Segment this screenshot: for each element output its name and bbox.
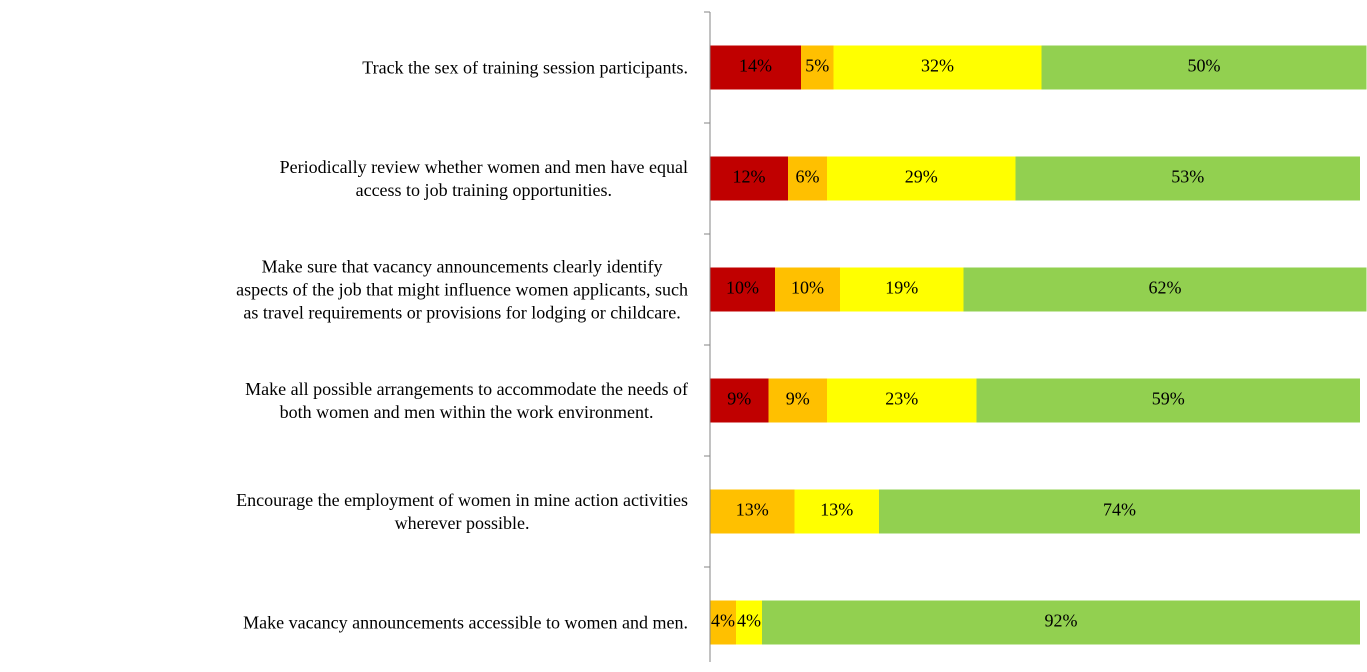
bar-segment	[762, 600, 1360, 645]
category-label: Make sure that vacancy announcements cle…	[236, 256, 688, 322]
value-label: 10%	[791, 278, 824, 298]
value-label: 19%	[885, 278, 918, 298]
bar-segment	[775, 267, 840, 312]
bar-segment	[879, 489, 1360, 534]
bar-segment	[976, 378, 1360, 423]
bar-segment	[801, 45, 834, 90]
bar-segment	[833, 45, 1042, 90]
bar-segment	[710, 600, 736, 645]
value-label: 59%	[1152, 389, 1185, 409]
value-label: 9%	[786, 389, 810, 409]
bar-segment	[710, 156, 788, 201]
value-label: 6%	[796, 167, 820, 187]
category-label: Periodically review whether women and me…	[279, 156, 688, 200]
value-label: 4%	[711, 611, 735, 631]
bar-segment	[827, 156, 1016, 201]
category-label: Make vacancy announcements accessible to…	[243, 612, 688, 632]
value-label: 12%	[733, 167, 766, 187]
bar-segment	[710, 267, 775, 312]
value-label: 23%	[885, 389, 918, 409]
category-label: Make all possible arrangements to accomm…	[245, 378, 688, 422]
value-label: 32%	[921, 56, 954, 76]
bar-segment	[794, 489, 879, 534]
bar-segment	[736, 600, 762, 645]
value-label: 29%	[905, 167, 938, 187]
value-label: 4%	[737, 611, 761, 631]
bar-segment	[1015, 156, 1360, 201]
bar-segment	[1041, 45, 1367, 90]
value-label: 74%	[1103, 500, 1136, 520]
category-label: Encourage the employment of women in min…	[236, 489, 688, 533]
bar-segment	[710, 378, 769, 423]
bar-segment	[827, 378, 977, 423]
bar-segment	[840, 267, 964, 312]
value-label: 9%	[727, 389, 751, 409]
value-label: 53%	[1171, 167, 1204, 187]
value-label: 13%	[736, 500, 769, 520]
bar-segment	[788, 156, 827, 201]
bar-segment	[768, 378, 827, 423]
value-label: 92%	[1045, 611, 1078, 631]
bar-segment	[710, 45, 801, 90]
value-label: 62%	[1149, 278, 1182, 298]
bar-segment	[710, 489, 795, 534]
value-label: 10%	[726, 278, 759, 298]
value-label: 14%	[739, 56, 772, 76]
category-label: Track the sex of training session partic…	[362, 57, 688, 77]
value-label: 5%	[805, 56, 829, 76]
value-label: 50%	[1188, 56, 1221, 76]
bar-segment	[963, 267, 1367, 312]
value-label: 13%	[820, 500, 853, 520]
